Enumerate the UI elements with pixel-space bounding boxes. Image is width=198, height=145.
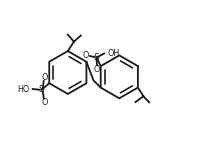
Text: HO: HO	[17, 85, 30, 94]
Text: O: O	[94, 65, 100, 74]
Text: S: S	[39, 85, 45, 94]
Text: O: O	[41, 73, 48, 82]
Text: OH: OH	[107, 49, 120, 58]
Text: O: O	[41, 98, 48, 107]
Text: S: S	[93, 53, 99, 62]
Text: O: O	[82, 51, 89, 60]
